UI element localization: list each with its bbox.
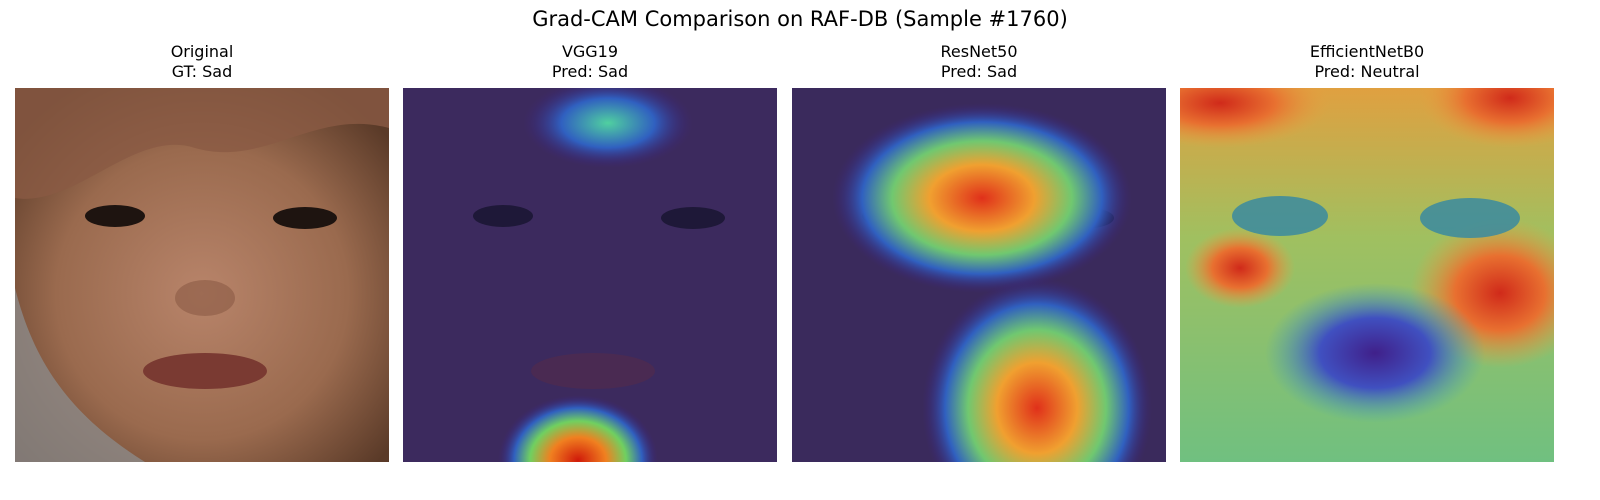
panel-original: Original GT: Sad bbox=[15, 42, 389, 462]
panel-label: Pred: Sad bbox=[551, 62, 629, 81]
face-image bbox=[15, 88, 389, 462]
gradcam-overlay-image bbox=[403, 88, 777, 462]
panel-title: EfficientNetB0 bbox=[1309, 42, 1425, 61]
gradcam-overlay-image bbox=[792, 88, 1166, 462]
panel-title: Original bbox=[170, 42, 234, 61]
panel-label: Pred: Neutral bbox=[1314, 62, 1420, 81]
panel-title: VGG19 bbox=[561, 42, 619, 61]
panel-label: GT: Sad bbox=[171, 62, 233, 81]
panel-title: ResNet50 bbox=[940, 42, 1018, 61]
panel-label: Pred: Sad bbox=[940, 62, 1018, 81]
panel-resnet50: ResNet50 Pred: Sad bbox=[792, 42, 1166, 462]
panel-vgg19: VGG19 Pred: Sad bbox=[403, 42, 777, 462]
gradcam-overlay-image bbox=[1180, 88, 1554, 462]
figure-title: Grad-CAM Comparison on RAF-DB (Sample #1… bbox=[532, 7, 1068, 31]
panel-efficientnetb0: EfficientNetB0 Pred: Neutral bbox=[1180, 42, 1554, 462]
